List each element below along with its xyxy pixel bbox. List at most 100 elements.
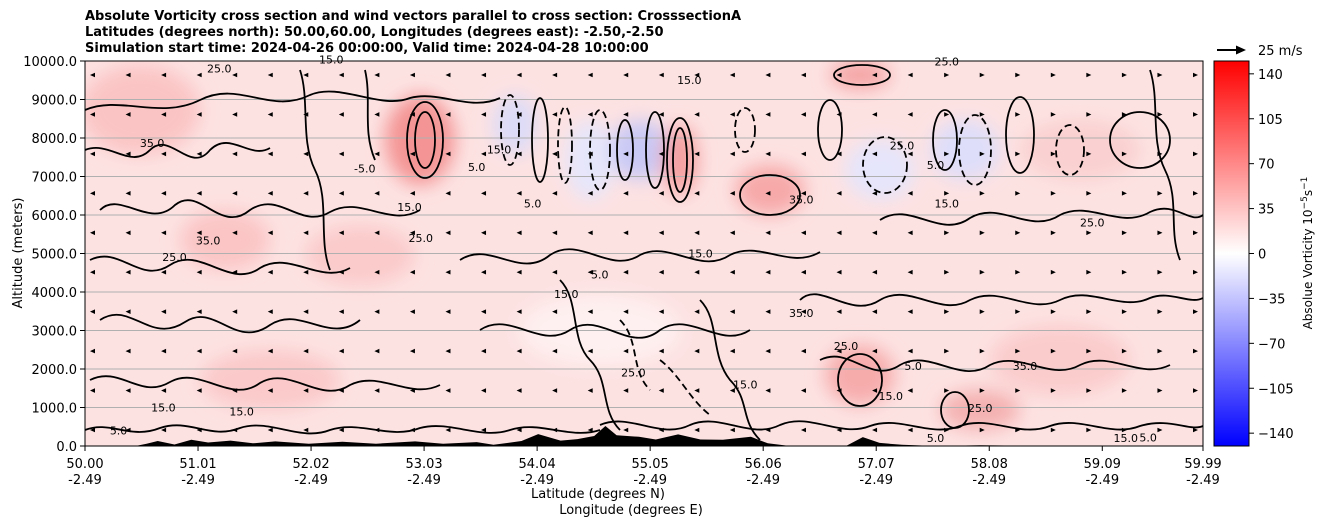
wind-vector-arrow xyxy=(409,151,415,157)
colorbar-tick-label: −70 xyxy=(1258,337,1285,352)
contour-line xyxy=(459,248,821,265)
wind-vector-arrow xyxy=(409,191,415,196)
colorbar-gradient xyxy=(1213,60,1250,447)
contour-line xyxy=(619,319,651,391)
contour-line xyxy=(531,97,549,183)
wind-vector-arrow xyxy=(90,269,95,275)
wind-vector-arrow xyxy=(979,388,985,393)
wind-vector-arrow xyxy=(907,191,913,196)
x-tick-label-latitude: 58.08 xyxy=(971,457,1008,472)
wind-vector-arrow xyxy=(125,72,131,78)
wind-vector-arrow xyxy=(1193,230,1198,236)
x-tick-label-latitude: 52.02 xyxy=(292,457,329,472)
wind-vector-arrow xyxy=(303,388,309,393)
wind-vector-arrow xyxy=(1121,309,1127,314)
wind-vector-arrow xyxy=(944,348,950,354)
wind-vector-arrow xyxy=(800,427,806,433)
wind-vector-arrow xyxy=(872,191,878,196)
wind-vector-arrow xyxy=(125,269,131,275)
wind-vector-arrow xyxy=(303,427,309,433)
wind-vector-arrow xyxy=(338,348,344,354)
wind-vector-arrow xyxy=(374,72,380,78)
contour-label: 15.0 xyxy=(319,53,344,66)
wind-vector-arrow xyxy=(1157,269,1163,275)
wind-vector-arrow xyxy=(979,151,985,157)
wind-vector-arrow xyxy=(944,191,950,196)
wind-vector-arrow xyxy=(1015,388,1021,393)
wind-vector-arrow xyxy=(481,72,487,78)
wind-vector-arrow xyxy=(90,348,95,354)
contour-label: 25.0 xyxy=(968,402,993,415)
vorticity-patch xyxy=(940,390,1020,430)
contour-label: 25.0 xyxy=(1080,217,1105,230)
wind-vector-arrow xyxy=(1050,151,1056,157)
wind-vector-arrow xyxy=(516,230,522,236)
wind-vector-arrow xyxy=(872,388,878,393)
y-tick-label: 6000.0 xyxy=(32,209,78,224)
contour-line xyxy=(666,117,694,203)
wind-vector-arrow xyxy=(303,230,309,236)
wind-vector-arrow xyxy=(1015,230,1021,236)
wind-vector-arrow xyxy=(587,230,593,236)
vorticity-patch xyxy=(1020,120,1140,180)
wind-vector-arrow xyxy=(125,151,131,157)
wind-vector-arrow xyxy=(694,72,700,78)
contour-line xyxy=(299,69,331,271)
wind-vector-arrow xyxy=(1121,191,1127,196)
contour-label: 35.0 xyxy=(789,193,814,206)
wind-vector-arrow xyxy=(267,72,273,78)
wind-vector-arrow xyxy=(623,151,629,157)
wind-vector-arrow xyxy=(907,230,913,236)
contour-label: 15.0 xyxy=(229,406,254,419)
wind-vector-arrow xyxy=(338,388,344,393)
wind-vector-arrow xyxy=(232,388,238,393)
wind-vector-arrow xyxy=(1015,72,1021,78)
wind-vector-arrow xyxy=(872,230,878,236)
wind-vector-arrow xyxy=(836,72,842,78)
wind-vector-arrow xyxy=(944,309,950,314)
wind-vector-arrow xyxy=(872,269,878,275)
wind-vector-arrow xyxy=(196,388,202,393)
x-tick-label-longitude: -2.49 xyxy=(1186,473,1220,488)
contour-label: 5.0 xyxy=(927,432,945,445)
x-tick-label-latitude: 51.01 xyxy=(179,457,216,472)
wind-vector-arrow xyxy=(765,191,771,196)
wind-vector-arrow xyxy=(1157,112,1163,117)
contour-line xyxy=(414,111,436,169)
wind-vector-arrow xyxy=(587,151,593,157)
x-tick-label-latitude: 59.09 xyxy=(1084,457,1121,472)
wind-vector-arrow xyxy=(232,72,238,78)
wind-vector-arrow xyxy=(90,427,95,433)
wind-vector-arrow xyxy=(409,269,415,275)
contour-label: 5.0 xyxy=(524,197,542,210)
colorbar-tick-label: 0 xyxy=(1258,248,1266,263)
wind-vector-arrow xyxy=(979,191,985,196)
wind-vector-arrow xyxy=(125,112,131,117)
wind-vector-arrow xyxy=(552,348,558,354)
wind-vector-arrow xyxy=(1121,269,1127,275)
contour-label: 25.0 xyxy=(408,232,433,245)
contour-line xyxy=(659,359,711,416)
wind-vector-arrow xyxy=(623,309,629,314)
wind-vector-arrow xyxy=(196,269,202,275)
wind-vector-arrow xyxy=(125,388,131,393)
wind-vector-arrow xyxy=(516,72,522,78)
wind-vector-arrow xyxy=(1050,269,1056,275)
contour-label: 25.0 xyxy=(162,251,187,264)
wind-vector-arrow xyxy=(623,269,629,275)
wind-vector-arrow xyxy=(374,427,380,433)
wind-vector-arrow xyxy=(1050,309,1056,314)
wind-vector-arrow xyxy=(1121,112,1127,117)
wind-vector-arrow xyxy=(979,269,985,275)
x-axis-label-longitude: Longitude (degrees E) xyxy=(559,503,703,518)
wind-vector-arrow xyxy=(516,269,522,275)
quiver-key-label: 25 m/s xyxy=(1258,44,1303,59)
wind-vector-arrow xyxy=(1086,388,1092,393)
vorticity-patch xyxy=(930,120,1000,180)
wind-vector-arrow xyxy=(267,388,273,393)
wind-vector-arrow xyxy=(161,269,167,275)
wind-vector-arrow xyxy=(907,112,913,117)
wind-vector-arrow xyxy=(196,112,202,117)
wind-vector-arrow xyxy=(800,309,806,314)
wind-vector-arrow xyxy=(481,427,487,433)
